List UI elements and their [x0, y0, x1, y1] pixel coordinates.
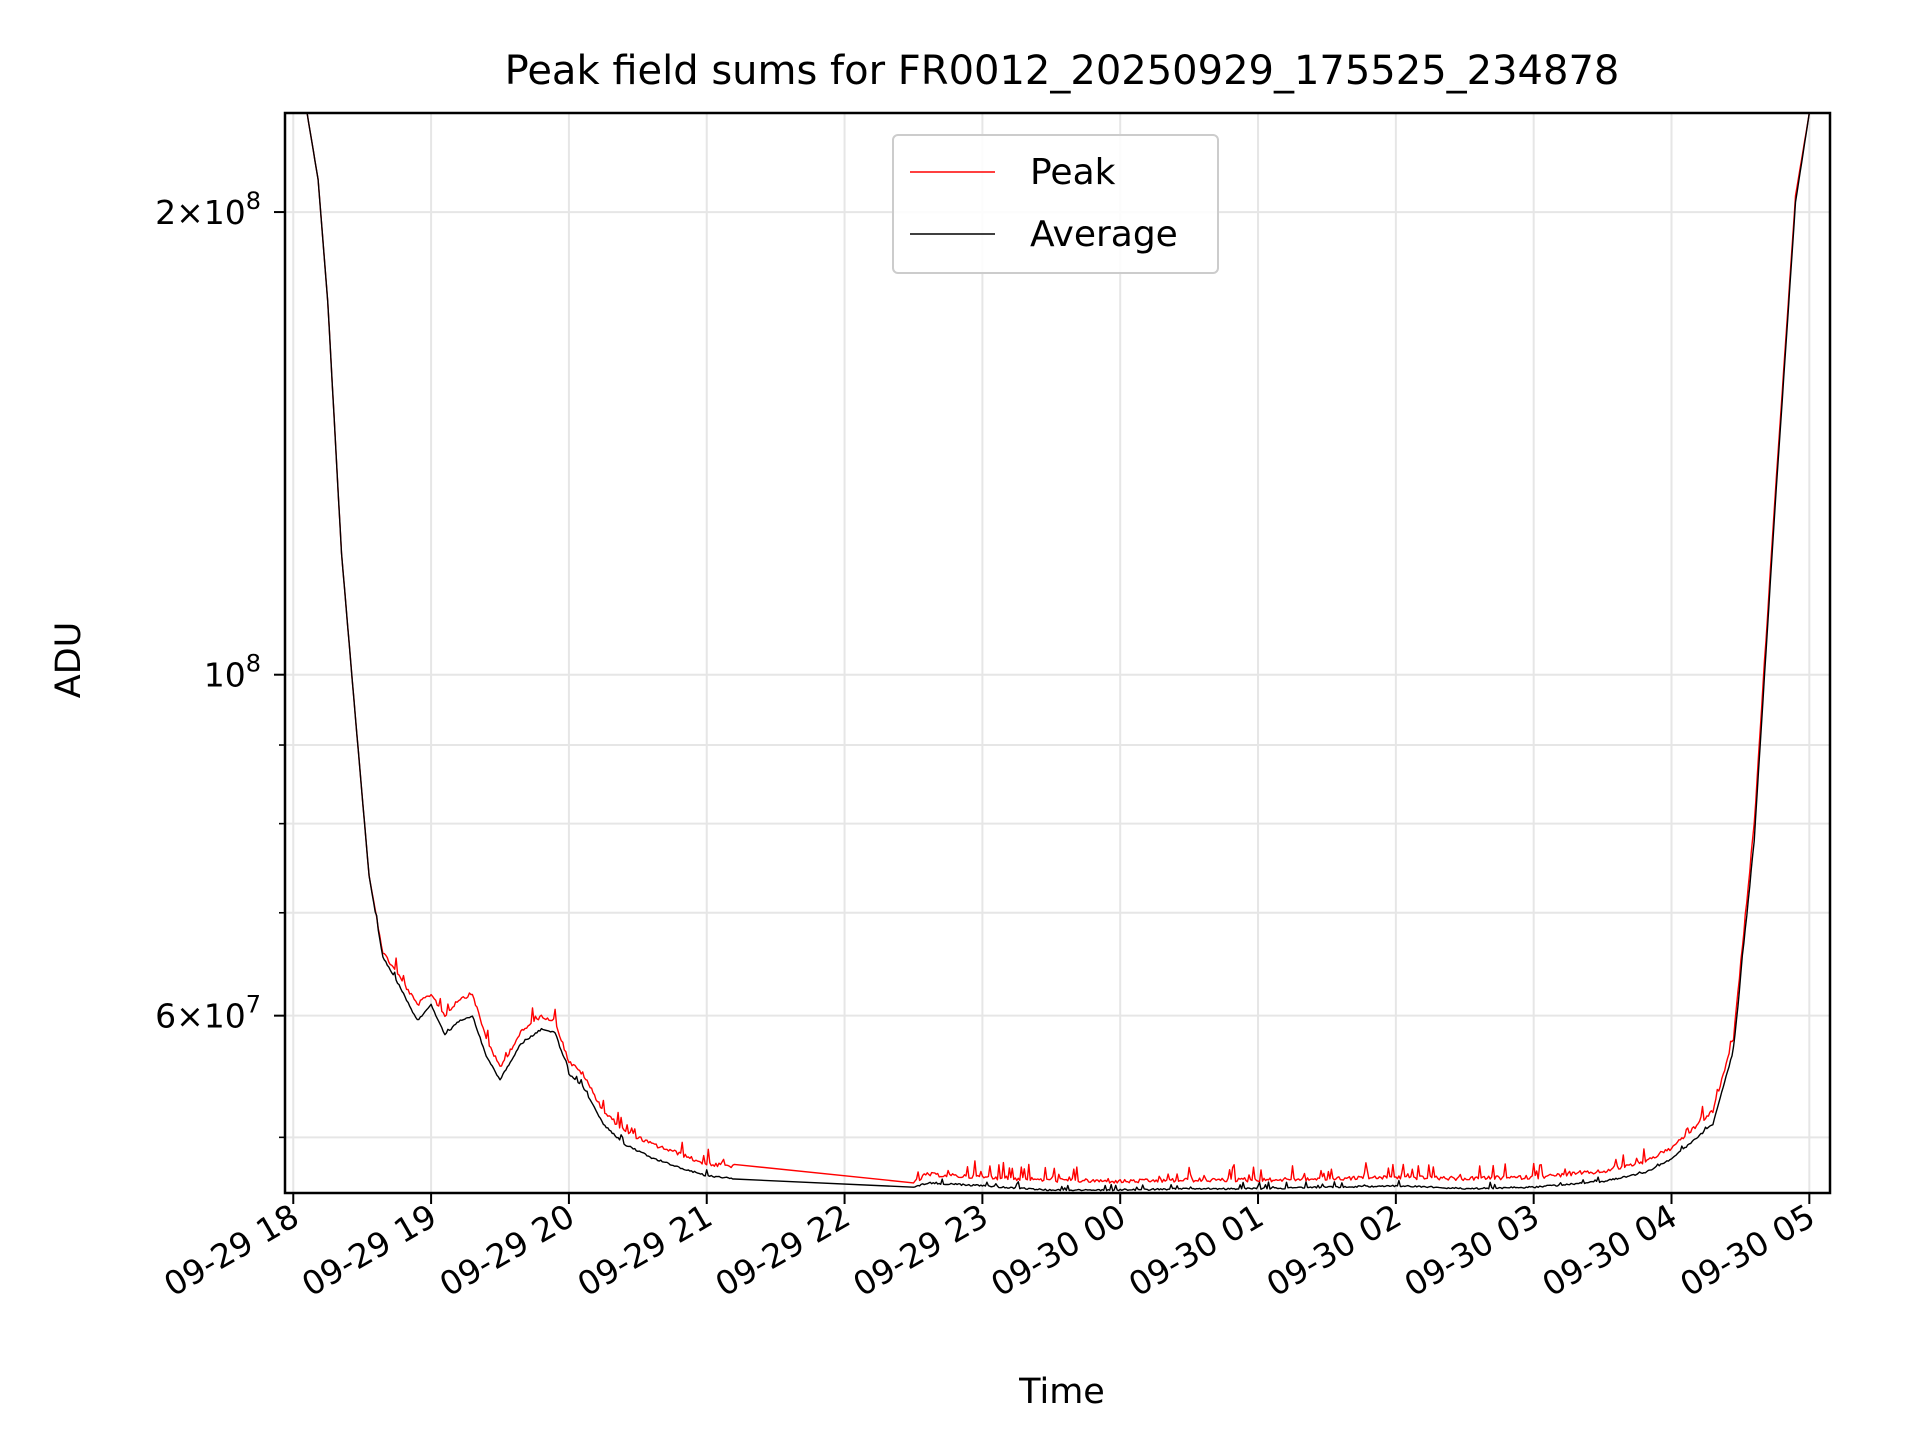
y-tick-label: 108 — [204, 650, 261, 695]
series-line-average — [285, 113, 1830, 1192]
x-tick-label: 09-30 03 — [1398, 1196, 1546, 1304]
x-tick-label: 09-30 01 — [1122, 1196, 1270, 1304]
y-tick-mantissa: 2 — [155, 193, 176, 232]
series-line-peak — [285, 113, 1830, 1184]
plot-frame — [283, 111, 1832, 1195]
chart-title: Peak field sums for FR0012_20250929_1755… — [505, 48, 1620, 94]
grid — [285, 113, 1830, 1193]
y-axis-label: ADU — [49, 622, 89, 699]
x-tick-label: 09-30 05 — [1673, 1196, 1821, 1304]
x-tick-label: 09-30 04 — [1536, 1196, 1684, 1304]
x-tick-label: 09-29 22 — [709, 1196, 857, 1304]
x-tick-label: 09-30 02 — [1260, 1196, 1408, 1304]
y-axis: 2×108 108 6×107 — [155, 187, 285, 1139]
y-tick-label: 2×108 — [155, 187, 261, 232]
y-tick-exponent: 7 — [246, 991, 261, 1019]
series-group — [285, 113, 1830, 1192]
x-axis-label: Time — [1018, 1372, 1105, 1412]
legend-box — [892, 134, 1219, 274]
x-tick-label: 09-29 18 — [157, 1196, 305, 1304]
y-tick-label: 6×107 — [155, 991, 261, 1036]
x-tick-label: 09-29 19 — [295, 1196, 443, 1304]
legend: Peak Average — [892, 134, 1219, 274]
legend-average-label: Average — [1030, 214, 1178, 255]
x-tick-label: 09-29 23 — [846, 1196, 994, 1304]
x-tick-label: 09-30 00 — [984, 1196, 1132, 1304]
legend-peak-label: Peak — [1030, 152, 1116, 193]
x-tick-label: 09-29 20 — [433, 1196, 581, 1304]
y-tick-exponent: 8 — [246, 650, 261, 678]
x-tick-label: 09-29 21 — [571, 1196, 719, 1304]
y-tick-mantissa: 6 — [155, 997, 176, 1036]
y-tick-exponent: 8 — [246, 187, 261, 215]
